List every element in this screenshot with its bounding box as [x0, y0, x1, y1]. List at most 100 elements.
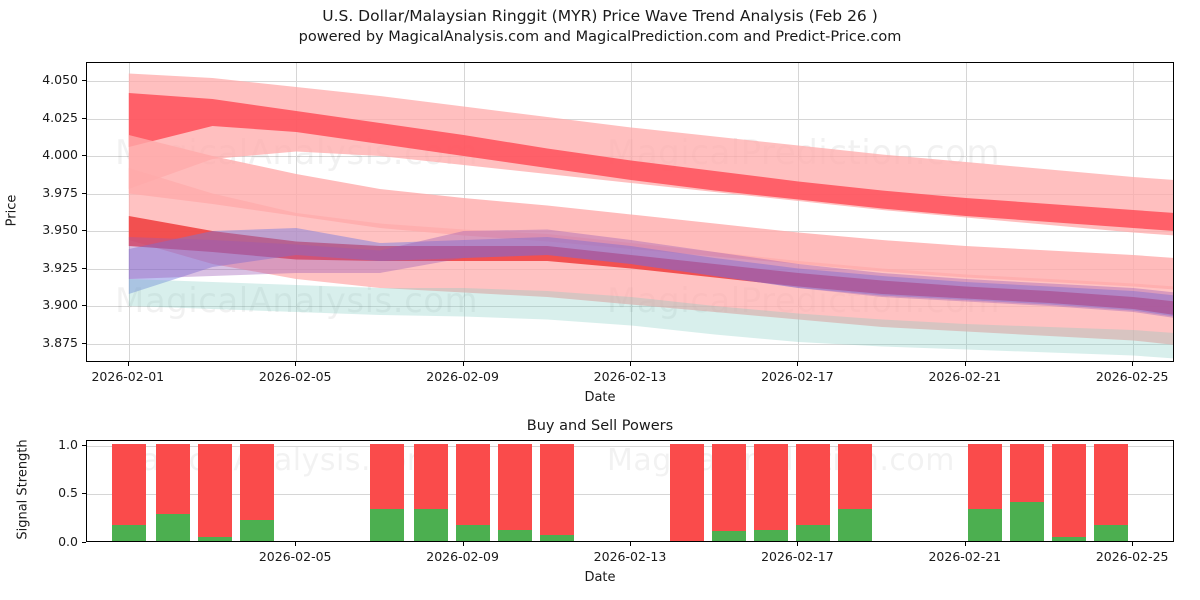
- bars-y-tickmark: [82, 493, 86, 495]
- bars-x-tickmark: [295, 542, 297, 546]
- chart-title-block: U.S. Dollar/Malaysian Ringgit (MYR) Pric…: [0, 6, 1200, 48]
- sell-power-segment: [198, 443, 232, 541]
- buy-power-segment: [1052, 537, 1086, 541]
- sell-power-segment: [670, 443, 704, 541]
- main-gridline-h: [87, 193, 1173, 195]
- price-wave-bands: [128, 73, 1173, 359]
- signal-bar[interactable]: [1094, 443, 1128, 541]
- main-x-tickmark: [127, 362, 129, 366]
- main-x-tick-label: 2026-02-21: [928, 369, 1002, 384]
- bars-y-tick-label: 0.5: [58, 485, 78, 501]
- buy-power-segment: [838, 508, 872, 541]
- main-x-tickmark: [630, 362, 631, 366]
- main-y-tick-label: 3.925: [42, 259, 78, 275]
- bars-x-tickmark: [630, 542, 631, 546]
- bars-x-tick-label: 2026-02-21: [928, 549, 1002, 564]
- buy-power-segment: [796, 525, 830, 541]
- signal-bar[interactable]: [240, 443, 274, 541]
- signal-bar[interactable]: [1052, 443, 1086, 541]
- main-gridline-v: [798, 63, 800, 361]
- main-y-tickmark: [82, 267, 86, 269]
- main-x-tick-label: 2026-02-25: [1095, 369, 1169, 384]
- main-x-tickmark: [797, 362, 799, 366]
- buy-power-segment: [112, 524, 146, 541]
- buy-power-segment: [540, 535, 574, 541]
- buy-power-segment: [156, 513, 190, 541]
- wave-band-core-red-ribbon: [128, 216, 1173, 315]
- main-x-tickmark: [462, 362, 464, 366]
- bars-x-tick-label: 2026-02-05: [258, 549, 332, 564]
- sell-power-segment: [754, 443, 788, 541]
- sell-power-segment: [796, 443, 830, 541]
- sell-power-segment: [456, 443, 490, 541]
- buy-power-segment: [198, 537, 232, 541]
- bars-y-tickmark: [82, 444, 86, 446]
- signal-bar[interactable]: [1010, 443, 1044, 541]
- bars-x-tickmark: [797, 542, 799, 546]
- bars-y-tick-label: 1.0: [58, 436, 78, 452]
- main-x-tick-label: 2026-02-05: [258, 369, 332, 384]
- main-y-tickmark: [82, 305, 86, 306]
- bars-gridline-h: [87, 445, 1173, 447]
- buy-power-segment: [968, 508, 1002, 541]
- buy-power-segment: [1094, 525, 1128, 541]
- wave-band-teal-lower-band: [128, 279, 1173, 359]
- main-x-tickmark: [964, 362, 966, 366]
- main-x-tickmark: [1132, 362, 1134, 366]
- bars-y-tickmark: [82, 542, 86, 543]
- buy-power-segment: [414, 508, 448, 541]
- main-gridline-h: [87, 81, 1173, 82]
- signal-bar[interactable]: [370, 443, 404, 541]
- signal-bar[interactable]: [156, 443, 190, 541]
- signal-bar[interactable]: [712, 443, 746, 541]
- sell-power-segment: [498, 443, 532, 541]
- main-y-tick-label: 3.975: [42, 184, 78, 200]
- bars-y-tick-label: 0.0: [58, 534, 78, 549]
- bars-x-tick-label: 2026-02-13: [593, 549, 667, 564]
- bars-x-tick-label: 2026-02-25: [1095, 549, 1169, 564]
- signal-bar[interactable]: [838, 443, 872, 541]
- main-x-tick-label: 2026-02-13: [593, 369, 667, 384]
- buy-power-segment: [712, 531, 746, 541]
- wave-band-blue-band: [128, 228, 1173, 317]
- signal-bar[interactable]: [968, 443, 1002, 541]
- main-y-tick-label: 3.950: [42, 222, 78, 237]
- signal-bar[interactable]: [498, 443, 532, 541]
- sell-power-segment: [1094, 443, 1128, 541]
- bars-x-axis-title: Date: [584, 570, 616, 585]
- buy-power-segment: [456, 525, 490, 541]
- main-y-tick-label: 3.875: [42, 334, 78, 350]
- main-y-tickmark: [82, 155, 86, 156]
- bars-chart-title: Buy and Sell Powers: [526, 418, 674, 434]
- buy-power-segment: [240, 519, 274, 541]
- signal-bar[interactable]: [112, 443, 146, 541]
- wave-band-purple-band: [128, 229, 1173, 318]
- bars-x-tick-label: 2026-02-09: [426, 549, 499, 564]
- page-title: U.S. Dollar/Malaysian Ringgit (MYR) Pric…: [322, 7, 878, 25]
- bars-gridline-h: [87, 494, 1173, 496]
- signal-bar[interactable]: [754, 443, 788, 541]
- wave-band-mid-pink-band: [128, 135, 1173, 290]
- main-x-tick-label: 2026-02-17: [761, 369, 834, 384]
- main-gridline-v: [631, 63, 632, 361]
- main-x-tick-label: 2026-02-01: [91, 369, 165, 384]
- main-y-tickmark: [82, 117, 86, 119]
- bars-x-tickmark: [1132, 542, 1134, 546]
- signal-bar[interactable]: [456, 443, 490, 541]
- main-y-tick-label: 4.000: [42, 147, 78, 162]
- sell-power-segment: [540, 443, 574, 541]
- signal-bar[interactable]: [796, 443, 830, 541]
- main-x-axis-title: Date: [584, 390, 616, 405]
- main-gridline-h: [87, 306, 1173, 307]
- signal-bar[interactable]: [198, 443, 232, 541]
- main-y-tick-label: 4.025: [42, 109, 78, 125]
- signal-bar[interactable]: [540, 443, 574, 541]
- signal-bar[interactable]: [670, 443, 704, 541]
- bars-x-tickmark: [964, 542, 966, 546]
- main-y-tickmark: [82, 342, 86, 344]
- signal-bar[interactable]: [414, 443, 448, 541]
- sell-power-segment: [1052, 443, 1086, 541]
- main-y-tickmark: [82, 80, 86, 81]
- page-subtitle: powered by MagicalAnalysis.com and Magic…: [298, 29, 902, 45]
